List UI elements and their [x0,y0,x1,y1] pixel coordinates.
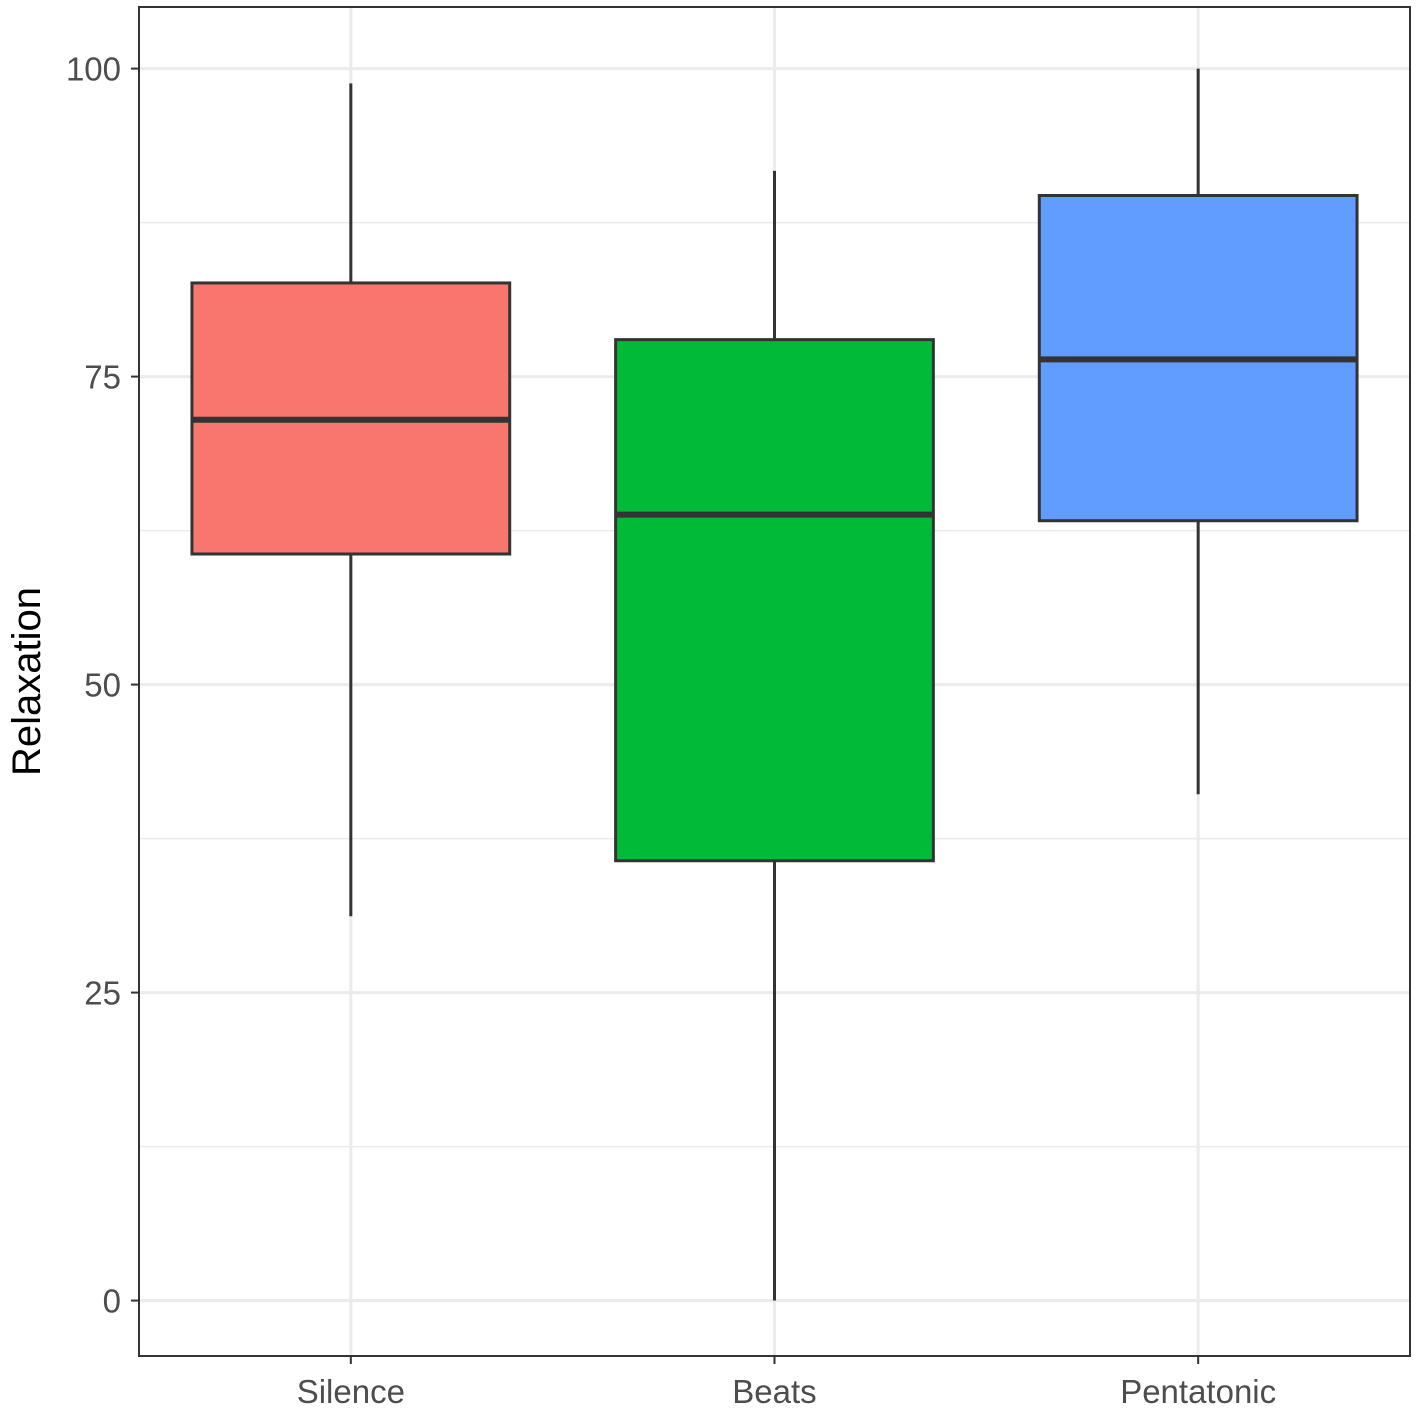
y-tick-label: 0 [103,1283,121,1320]
x-tick-label: Beats [732,1373,816,1410]
box-beats [614,170,935,1301]
box-silence [190,83,512,917]
y-tick-label: 50 [84,667,121,704]
y-tick-label: 100 [66,51,121,88]
box-body [614,338,935,863]
y-tick-label: 75 [84,359,121,396]
y-axis-title: Relaxation [5,587,49,776]
axes: 0 25 50 75 100 Silence Beats Pentatonic [66,51,1276,1410]
x-tick-label: Silence [297,1373,405,1410]
box-pentatonic [1037,68,1359,795]
y-tick-label: 25 [84,975,121,1012]
boxes [190,68,1359,1301]
x-tick-label: Pentatonic [1120,1373,1276,1410]
